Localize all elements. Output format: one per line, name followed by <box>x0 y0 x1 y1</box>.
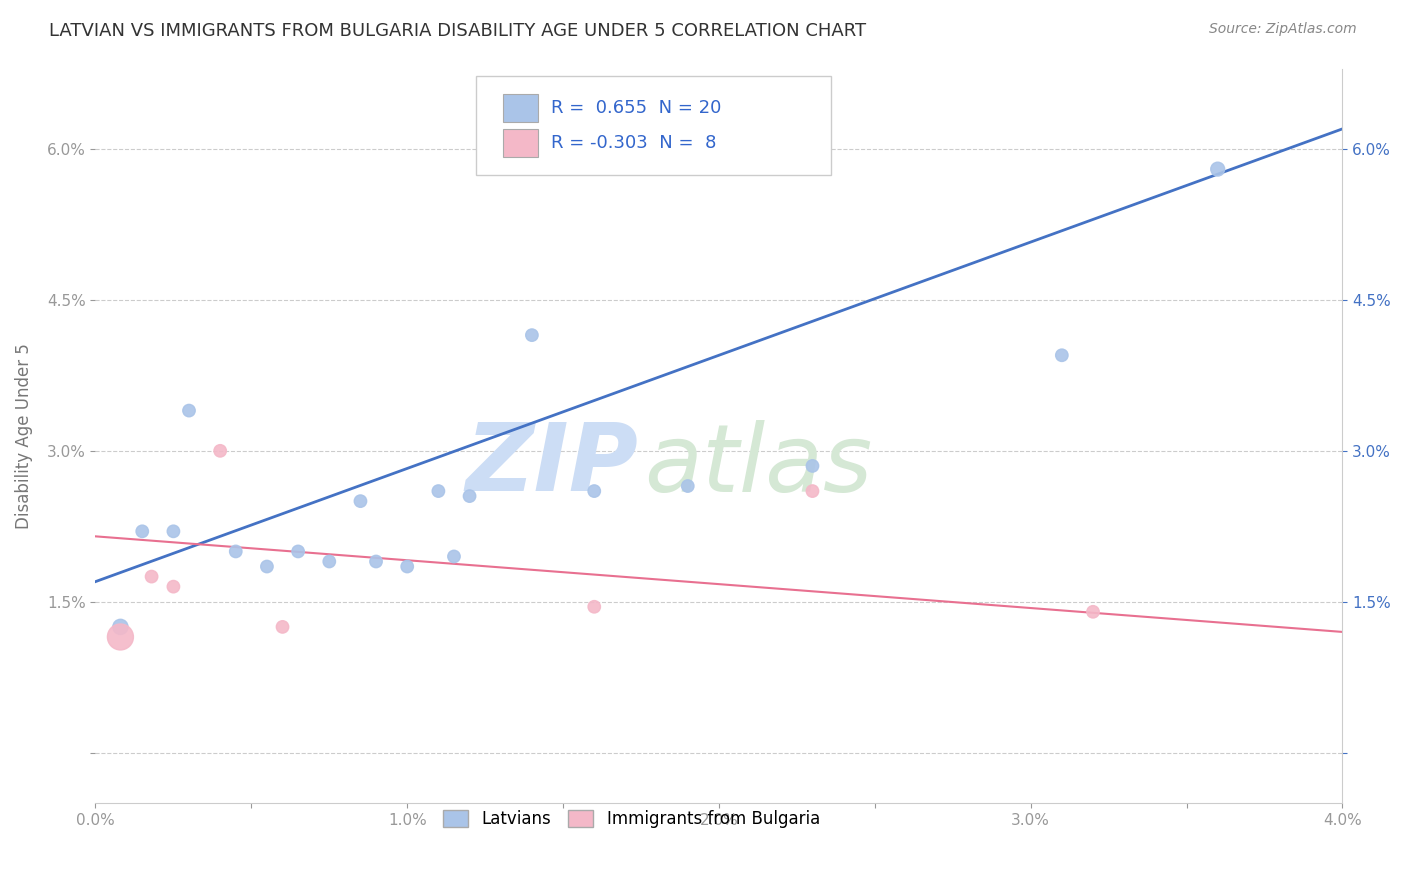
Point <box>364 554 387 568</box>
Point <box>209 443 232 458</box>
Point <box>110 620 132 634</box>
Y-axis label: Disability Age Under 5: Disability Age Under 5 <box>15 343 32 529</box>
Point <box>349 494 371 508</box>
Point <box>225 544 247 558</box>
Point <box>583 484 606 499</box>
Text: ZIP: ZIP <box>465 419 638 511</box>
Point <box>801 458 824 473</box>
Point <box>110 630 132 644</box>
Point <box>801 484 824 499</box>
FancyBboxPatch shape <box>475 76 831 175</box>
Point <box>458 489 481 503</box>
Text: R = -0.303  N =  8: R = -0.303 N = 8 <box>551 134 716 152</box>
Point <box>676 479 699 493</box>
Point <box>396 559 419 574</box>
Point <box>131 524 153 539</box>
Point <box>1050 348 1073 362</box>
Point <box>1081 605 1104 619</box>
Text: Source: ZipAtlas.com: Source: ZipAtlas.com <box>1209 22 1357 37</box>
Point <box>141 569 163 583</box>
Point <box>520 328 543 343</box>
FancyBboxPatch shape <box>503 128 538 157</box>
Point <box>177 403 200 417</box>
Point <box>583 599 606 614</box>
Point <box>287 544 309 558</box>
Point <box>256 559 278 574</box>
Point <box>443 549 465 564</box>
Point <box>427 484 450 499</box>
Point <box>162 580 184 594</box>
Text: LATVIAN VS IMMIGRANTS FROM BULGARIA DISABILITY AGE UNDER 5 CORRELATION CHART: LATVIAN VS IMMIGRANTS FROM BULGARIA DISA… <box>49 22 866 40</box>
Point <box>162 524 184 539</box>
FancyBboxPatch shape <box>503 95 538 122</box>
Point <box>1206 162 1229 177</box>
Text: R =  0.655  N = 20: R = 0.655 N = 20 <box>551 99 721 117</box>
Legend: Latvians, Immigrants from Bulgaria: Latvians, Immigrants from Bulgaria <box>437 804 827 835</box>
Point <box>318 554 340 568</box>
Point <box>271 620 294 634</box>
Text: atlas: atlas <box>644 419 872 510</box>
